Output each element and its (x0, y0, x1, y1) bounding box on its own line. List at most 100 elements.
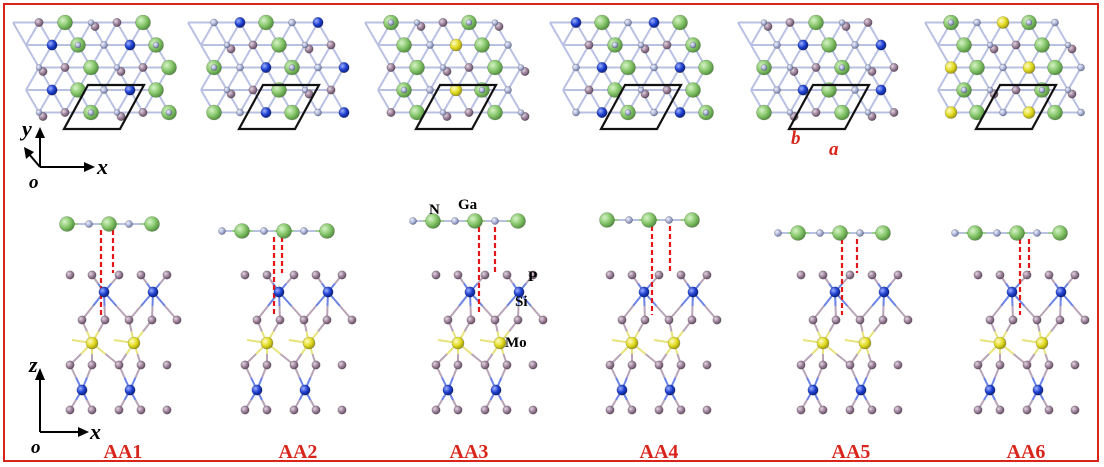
si-atom (855, 384, 867, 396)
p-atom (702, 360, 712, 370)
p-atom (299, 315, 309, 325)
bond (562, 44, 571, 57)
bond (377, 78, 386, 91)
n-atom (165, 109, 173, 116)
p-atom (878, 315, 888, 325)
si-atom (124, 384, 136, 396)
p-atom (60, 108, 70, 118)
p-atom (60, 62, 70, 72)
si-atom (1032, 384, 1044, 396)
p-atom (995, 360, 1005, 370)
side-axis-z-arrowhead (35, 368, 45, 380)
ga-atom (956, 37, 972, 53)
n-atom (1025, 19, 1033, 26)
p-atom (502, 270, 512, 280)
bond (12, 22, 21, 35)
p-atom (326, 40, 336, 50)
si-atom (442, 384, 454, 396)
bond (549, 22, 558, 35)
p-atom (262, 405, 272, 415)
p-atom (337, 270, 347, 280)
p-atom (617, 315, 627, 325)
top-axis-x-arrowhead (84, 162, 95, 172)
side-axis-z-label: z (28, 352, 38, 377)
n-atom (1077, 108, 1085, 117)
p-atom (136, 405, 146, 415)
p-atom (1044, 270, 1054, 280)
atom-label-p: P (528, 269, 537, 285)
si-atom (687, 286, 699, 298)
p-atom (322, 315, 332, 325)
n-atom (773, 41, 781, 49)
panel-label-aa4: AA4 (640, 441, 679, 463)
bond (562, 89, 571, 102)
n-atom (517, 109, 525, 116)
ga-atom (474, 37, 490, 53)
n-atom (999, 63, 1007, 72)
p-atom (1044, 360, 1054, 370)
p-atom (1070, 270, 1080, 280)
n-atom (999, 108, 1007, 117)
n-atom (838, 64, 846, 71)
p-atom (114, 360, 124, 370)
si-atom (513, 286, 525, 298)
p-atom (138, 62, 148, 72)
ga-atom (271, 37, 287, 53)
bond (200, 89, 209, 102)
si-atom (46, 39, 58, 51)
n-atom (439, 64, 447, 71)
n-atom (951, 229, 959, 237)
unit-cell (787, 83, 871, 131)
p-atom (114, 405, 124, 415)
bond (377, 33, 386, 46)
ga-atom (1047, 59, 1063, 76)
n-atom (986, 41, 994, 49)
p-atom (785, 18, 795, 27)
n-atom (625, 216, 633, 224)
n-atom (413, 19, 421, 26)
p-atom (867, 270, 877, 280)
n-atom (786, 64, 794, 71)
p-atom (867, 405, 877, 415)
p-atom (893, 405, 903, 415)
n-atom (624, 18, 632, 27)
n-atom (856, 229, 864, 237)
panel-label-aa1: AA1 (104, 441, 143, 463)
mo-atom (667, 336, 681, 350)
p-atom (275, 315, 285, 325)
si-atom (98, 286, 110, 298)
bond (71, 339, 83, 343)
ga-atom (206, 104, 222, 121)
panel-label-aa6: AA6 (1007, 441, 1046, 463)
p-atom (654, 360, 664, 370)
bond (25, 44, 34, 57)
unit-cell (414, 83, 498, 131)
si-atom (984, 384, 996, 396)
p-atom (528, 360, 538, 370)
p-atom (796, 270, 806, 280)
n-atom (387, 19, 395, 26)
bond (555, 33, 564, 46)
n-atom (465, 19, 473, 26)
si-atom (260, 61, 272, 73)
bond (750, 89, 759, 102)
bond (653, 339, 665, 343)
bond (25, 78, 34, 91)
p-atom (528, 270, 538, 280)
ga-atom (684, 212, 700, 228)
n-atom (960, 86, 968, 94)
p-atom (1011, 40, 1021, 50)
si-atom (322, 286, 334, 298)
p-atom (702, 405, 712, 415)
bond (562, 78, 571, 91)
n-atom (665, 216, 673, 224)
p-atom (676, 270, 686, 280)
p-atom (240, 405, 250, 415)
p-atom (1022, 405, 1032, 415)
ga-atom (969, 59, 985, 76)
ga-atom (57, 14, 73, 31)
ga-atom (234, 223, 250, 239)
n-atom (637, 86, 645, 94)
top-axis-origin-label: o (29, 172, 39, 193)
n-atom (400, 86, 408, 94)
